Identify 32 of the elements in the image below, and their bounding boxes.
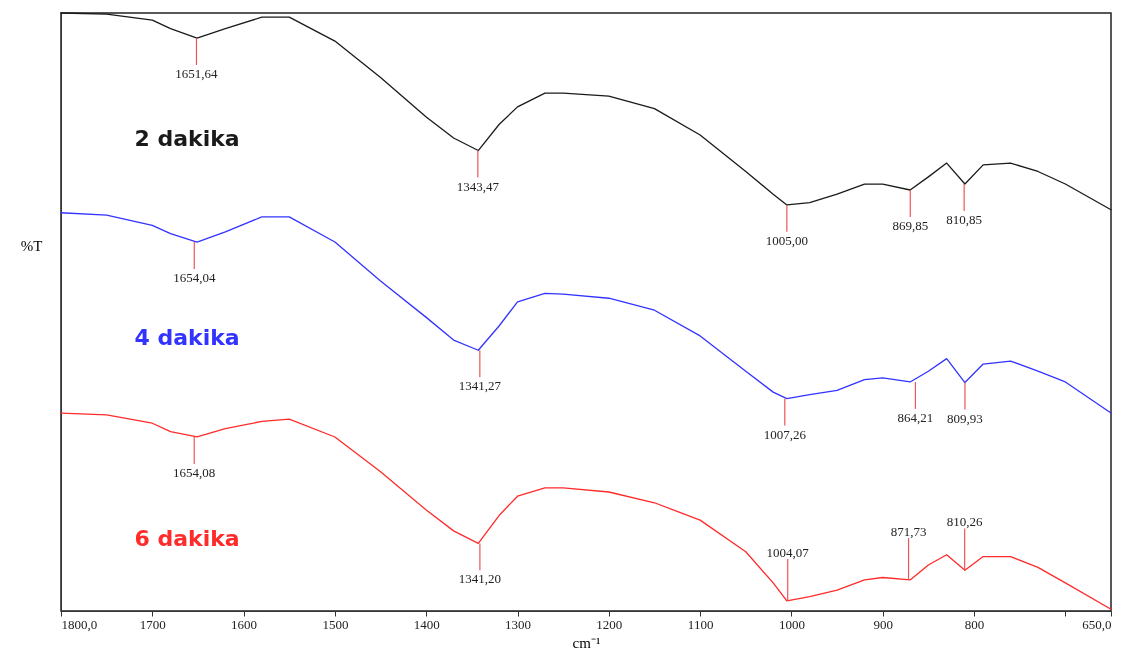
annotation: 1004,07 xyxy=(766,544,810,560)
text: 2 dakika xyxy=(134,125,240,151)
annotation: 871,73 xyxy=(890,523,927,539)
x-tick-label: 1100 xyxy=(687,616,714,632)
text: 4 dakika xyxy=(134,325,240,351)
x-tick-label: 900 xyxy=(873,616,893,632)
annotation: 1341,27 xyxy=(458,378,502,394)
x-tick-label: 800 xyxy=(964,616,985,632)
x-tick-label: 1800,0 xyxy=(61,616,98,632)
y-axis-title: %T xyxy=(20,237,43,254)
annotation: 810,85 xyxy=(946,212,983,228)
annotation: 1651,64 xyxy=(175,66,219,82)
x-tick-label: 650,0 xyxy=(1082,616,1112,632)
x-tick-label: 1500 xyxy=(322,616,349,632)
annotation: 810,26 xyxy=(946,514,984,530)
x-tick-label: 1700 xyxy=(139,616,166,632)
annotation: 1343,47 xyxy=(456,178,500,194)
annotation: 809,93 xyxy=(947,410,983,426)
text: 6 dakika xyxy=(134,525,240,551)
annotation: 1007,26 xyxy=(763,426,807,442)
annotation: 1654,08 xyxy=(173,464,216,480)
x-tick-label: 1000 xyxy=(778,616,805,632)
x-tick-label: 1600 xyxy=(231,616,258,632)
annotation: 864,21 xyxy=(897,409,934,425)
annotation: 1654,04 xyxy=(173,270,216,286)
annotation: 1005,00 xyxy=(765,232,808,248)
x-axis-title: cm⁻¹ xyxy=(572,634,601,651)
x-tick-label: 1300 xyxy=(505,616,532,632)
annotation: 1341,20 xyxy=(458,571,502,587)
x-tick-label: 1200 xyxy=(596,616,623,632)
x-tick-label: 1400 xyxy=(413,616,440,632)
annotation: 869,85 xyxy=(892,218,929,234)
